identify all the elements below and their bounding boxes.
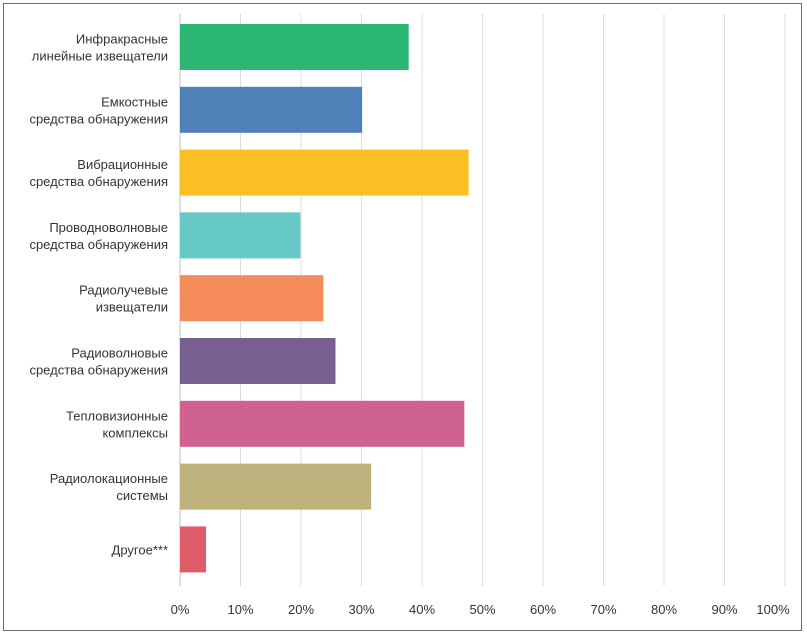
x-tick-label: 50% (469, 602, 495, 617)
category-label-line: Вибрационные (77, 157, 168, 172)
category-label: Вибрационные средства обнаружения (29, 157, 168, 189)
x-tick-label: 90% (711, 602, 737, 617)
bar (180, 86, 363, 133)
x-tick-labels: 0% 10% 20% 30% 40% 50% 60% 70% 80% 90% 100% (171, 602, 790, 617)
category-label-line: средства обнаружения (29, 363, 168, 378)
x-tick-label: 80% (651, 602, 677, 617)
category-label-line: Радиоволновые (71, 346, 168, 361)
bar (180, 526, 207, 573)
x-tick-label: 40% (409, 602, 435, 617)
x-tick-label: 100% (756, 602, 790, 617)
x-tick-label: 30% (348, 602, 374, 617)
bar (180, 338, 336, 384)
bar (180, 24, 409, 70)
category-label-line: средства обнаружения (29, 237, 168, 252)
category-label: Инфракрасные линейные извещатели (32, 32, 168, 64)
chart-frame: Инфракрасные линейные извещатели Емкостные… (3, 3, 802, 631)
category-label: Тепловизионные комплексы (66, 408, 168, 440)
category-label-line: Другое*** (112, 542, 168, 557)
category-label: Радиоволновые средства обнаружения (29, 346, 168, 378)
category-label-line: системы (116, 488, 168, 503)
category-label-line: Проводноволновые (49, 220, 168, 235)
category-label-line: средства обнаружения (29, 111, 168, 126)
bar (180, 149, 469, 196)
category-label-line: линейные извещатели (32, 49, 168, 64)
category-label-line: средства обнаружения (29, 174, 168, 189)
bar (180, 463, 372, 510)
bars (180, 24, 469, 573)
bar (180, 400, 465, 447)
category-label: Проводноволновые средства обнаружения (29, 220, 168, 252)
category-label: Емкостные средства обнаружения (29, 94, 168, 126)
category-label-line: Тепловизионные (66, 408, 168, 423)
category-label: Радиолокационные системы (50, 471, 168, 503)
category-label-line: комплексы (102, 425, 168, 440)
category-label-line: Радиолокационные (50, 471, 168, 486)
bar-chart: Инфракрасные линейные извещатели Емкостные… (29, 14, 790, 617)
x-tick-label: 10% (227, 602, 253, 617)
category-label: Другое*** (112, 542, 168, 557)
x-tick-label: 0% (171, 602, 190, 617)
category-label-line: Радиолучевые (79, 283, 168, 298)
x-tick-label: 60% (530, 602, 556, 617)
category-label-line: Емкостные (101, 94, 168, 109)
category-labels: Инфракрасные линейные извещатели Емкостные… (29, 32, 168, 558)
category-label-line: Инфракрасные (76, 32, 168, 47)
x-tick-label: 20% (288, 602, 314, 617)
bar (180, 275, 324, 322)
bar (180, 212, 301, 259)
category-label: Радиолучевые извещатели (79, 283, 168, 315)
category-label-line: извещатели (96, 300, 168, 315)
x-tick-label: 70% (590, 602, 616, 617)
